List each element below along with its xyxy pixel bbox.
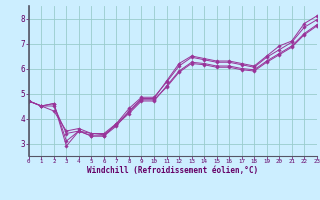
X-axis label: Windchill (Refroidissement éolien,°C): Windchill (Refroidissement éolien,°C) [87, 166, 258, 175]
